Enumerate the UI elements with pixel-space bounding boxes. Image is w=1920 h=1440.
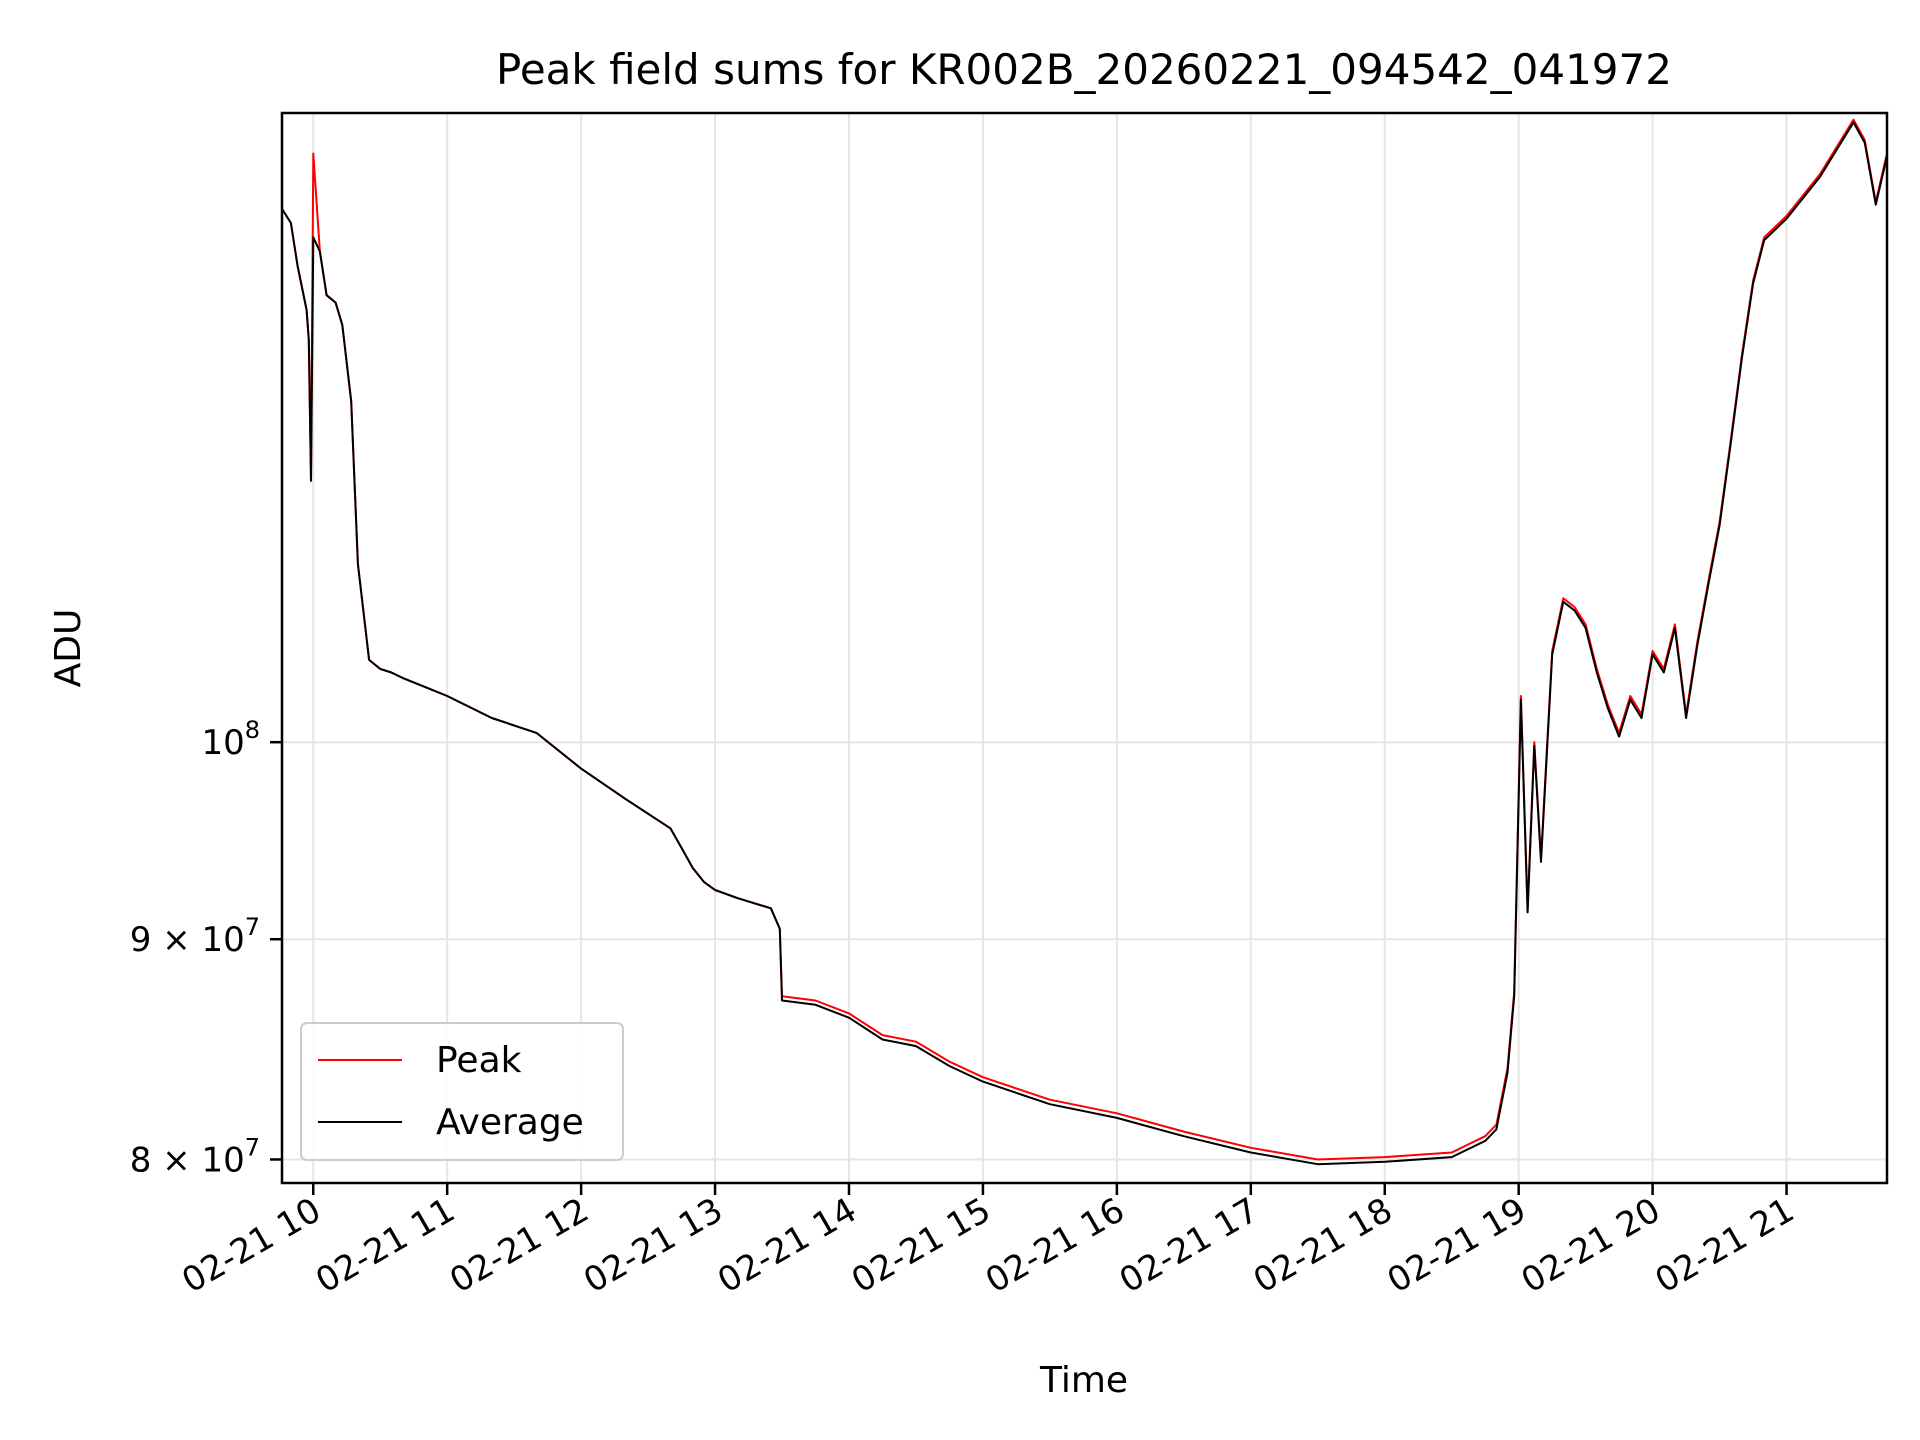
series-layer: [281, 118, 1888, 1166]
y-tick-label: 108: [201, 716, 260, 763]
x-axis-label: Time: [1039, 1360, 1128, 1401]
legend-label-peak: Peak: [436, 1040, 522, 1081]
y-tick-exponent: 8: [245, 716, 260, 744]
legend-box: [300, 1022, 624, 1161]
y-tick-base: 8 × 10: [130, 1140, 245, 1180]
y-tick-exponent: 7: [245, 1133, 260, 1161]
y-tick-label: 8 × 107: [130, 1133, 260, 1180]
y-tick-label: 9 × 107: [130, 913, 260, 960]
grid: [282, 113, 1887, 1183]
legend: Peak Average: [300, 1022, 624, 1161]
y-axis-label: ADU: [48, 609, 89, 688]
chart-title: Peak field sums for KR002B_20260221_0945…: [496, 45, 1672, 94]
legend-label-average: Average: [436, 1102, 584, 1143]
y-tick-exponent: 7: [245, 913, 260, 941]
y-tick-base: 10: [201, 723, 244, 763]
series-line-average: [281, 121, 1888, 1166]
y-tick-base: 9 × 10: [130, 920, 245, 960]
plot-frame: [280, 111, 1889, 1185]
